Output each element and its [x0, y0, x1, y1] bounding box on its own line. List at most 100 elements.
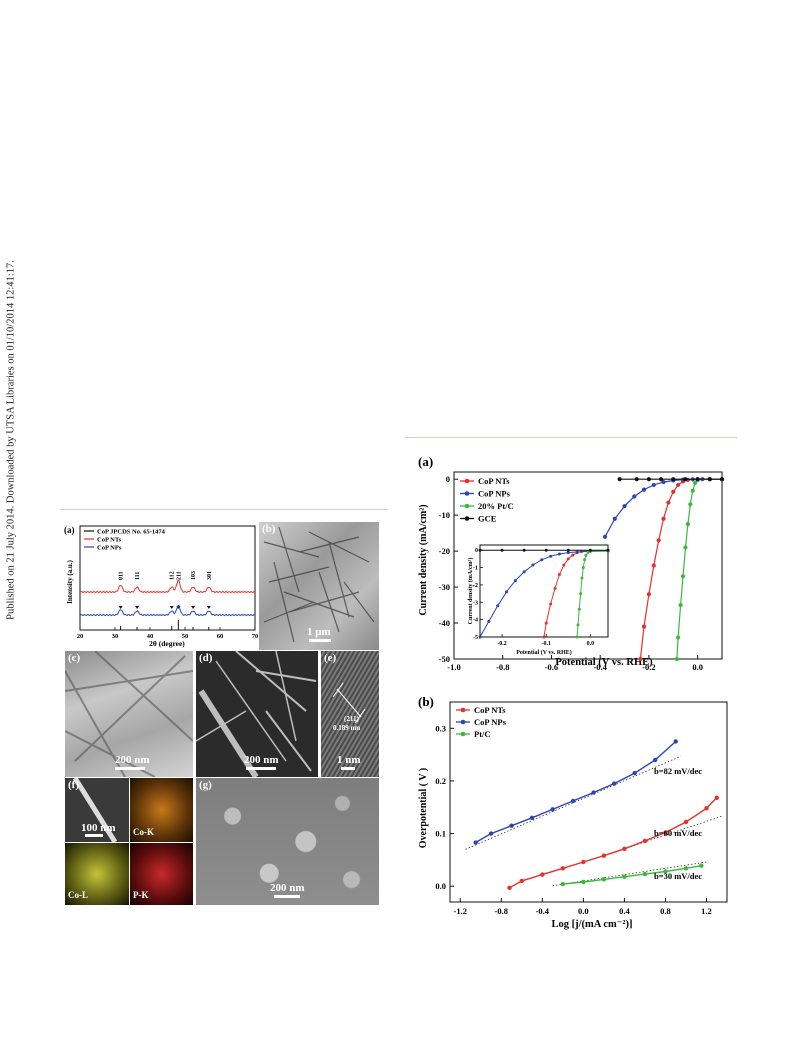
inset-point-cop-nps	[478, 635, 482, 639]
lattice-spacing-label: 0.189 nm	[333, 724, 361, 732]
inset-frame	[479, 544, 609, 638]
tafel-ytick-label: 0.2	[435, 776, 446, 786]
xrd-peak-marker	[206, 606, 211, 609]
tafel-point-cop-nts	[540, 872, 545, 877]
tafel-point-cop-nps	[550, 807, 555, 812]
scale-label-b: 1 μm	[307, 626, 331, 638]
lsv-point-cop-nts	[676, 482, 681, 488]
scale-label-e: 1 nm	[337, 754, 361, 766]
lsv-point-cop-nts	[641, 624, 647, 629]
xrd-peak-label: 103	[191, 571, 197, 580]
tafel-point-cop-nts	[581, 859, 586, 865]
lsv-point-gce	[634, 477, 639, 482]
tafel-fit-pt-c	[552, 861, 707, 887]
eds-map-p-k: P-K	[130, 843, 193, 905]
tafel-legend-label: Pt/C	[474, 729, 491, 739]
xrd-frame	[79, 525, 256, 631]
tafel-point-cop-nps	[570, 798, 576, 804]
lsv-point-cop-nts	[646, 592, 652, 597]
scale-bar-g	[274, 895, 300, 898]
lsv-point-gce	[646, 477, 652, 482]
inset-ytick-label: -5	[473, 635, 478, 641]
tafel-legend-marker	[460, 731, 466, 737]
inset-point-gce	[544, 548, 548, 552]
lsv-series	[602, 477, 725, 662]
tafel-xtick-label: -1.2	[454, 906, 467, 916]
panel-b-tag: (b)	[262, 523, 276, 535]
lsv-xtick-label: -0.2	[642, 662, 655, 670]
panel-c-tag: (c)	[68, 652, 81, 664]
side-note: Published on 21 July 2014. Downloaded by…	[0, 240, 22, 640]
xrd-peak-label: 211	[176, 571, 182, 580]
xrd-peak-marker	[191, 606, 196, 609]
co-l-label: Co-L	[68, 890, 88, 900]
tafel-slopes: b=82 mV/dec b=60 mV/dec b=30 mV/dec	[654, 766, 702, 881]
lsv-ytick-label: 0	[446, 474, 450, 484]
scale-label-f: 100 nm	[81, 822, 116, 834]
inset-point-gce	[606, 548, 610, 552]
inset-axis-ticks: -0.2 -0.1 0.0 0 -1 -2 -3 -4 -5	[473, 548, 594, 647]
inset-point-cop-nps	[540, 558, 544, 562]
lsv-legend-marker	[464, 516, 470, 521]
lsv-point-gce	[695, 477, 700, 482]
lsv-line-cop-nts	[639, 478, 722, 660]
lattice-plane-label: (211)	[344, 715, 359, 723]
lsv-line-20-pt-c	[676, 478, 722, 660]
xrd-series-cop-nts	[79, 579, 256, 594]
left-divider	[60, 509, 388, 510]
xrd-xlabel: 2θ (degree)	[149, 639, 185, 648]
inset-point-cop-nps	[575, 550, 579, 554]
inset-point-20-pt-c	[583, 558, 587, 562]
tafel-line-cop-nts	[509, 797, 718, 889]
tafel-point-cop-nps	[611, 781, 617, 786]
tafel-fit-cop-nps	[465, 755, 681, 850]
lsv-xtick-label: -0.8	[496, 662, 509, 670]
tafel-point-pt-c	[601, 877, 607, 882]
lsv-point-20-pt-c	[674, 656, 680, 662]
xrd-peak-label: 112	[170, 571, 176, 580]
tafel-chart: (b) Overpotential ( V ) Log [j/(mA cm⁻²)…	[418, 694, 728, 930]
inset-point-cop-nps	[566, 551, 570, 555]
tafel-point-pt-c	[699, 863, 704, 868]
panel-d-tag: (d)	[199, 652, 213, 664]
inset-point-20-pt-c	[577, 607, 581, 611]
lsv-point-gce	[719, 477, 725, 482]
scale-bar-b	[309, 639, 331, 642]
tafel-point-cop-nts	[683, 819, 689, 825]
tafel-ylabel: Overpotential ( V )	[418, 768, 429, 848]
tafel-xtick-label: 1.2	[701, 906, 712, 916]
inset-point-cop-nts	[562, 563, 566, 567]
scale-bar-c	[115, 767, 145, 770]
inset-point-20-pt-c	[579, 592, 583, 596]
tafel-point-cop-nps	[652, 757, 658, 763]
xrd-xtick-label: 20	[77, 633, 84, 640]
xrd-xtick-label: 70	[252, 633, 258, 640]
inset-point-20-pt-c	[581, 566, 585, 570]
tafel-point-cop-nps	[473, 840, 478, 845]
eds-panel-f-sem: (f) 100 nm	[65, 778, 129, 842]
lsv-xlabel: Potential (V vs. RHE)	[555, 657, 653, 668]
lattice-marker-e	[332, 682, 366, 724]
tafel-legend-marker	[460, 719, 466, 725]
inset-point-gce	[522, 548, 526, 552]
panel-f-tag: (f)	[68, 779, 79, 791]
scale-bar-e	[341, 767, 355, 770]
lsv-tag: (a)	[418, 454, 433, 469]
panel-e-tag: (e)	[324, 652, 337, 664]
tafel-point-cop-nps	[591, 790, 596, 795]
eds-map-co-l: Co-L	[65, 843, 129, 905]
scale-label-d: 200 nm	[244, 754, 279, 766]
lsv-point-20-pt-c	[690, 488, 695, 493]
tafel-point-pt-c	[663, 869, 668, 874]
xrd-legend: CoP JPCDS No. 65-1474 CoP NTs CoP NPs	[84, 529, 166, 552]
tafel-point-cop-nts	[714, 795, 719, 800]
tafel-line-pt-c	[562, 865, 702, 885]
lsv-xtick-label: 0.0	[692, 662, 703, 670]
lsv-point-20-pt-c	[680, 574, 686, 579]
tafel-point-cop-nps	[509, 823, 514, 828]
inset-point-cop-nps	[549, 554, 553, 558]
xrd-xtick-label: 40	[147, 633, 154, 640]
lsv-legend-label: CoP NPs	[478, 489, 511, 499]
tafel-ytick-label: 0.3	[435, 723, 446, 733]
tafel-point-cop-nps	[488, 831, 494, 836]
